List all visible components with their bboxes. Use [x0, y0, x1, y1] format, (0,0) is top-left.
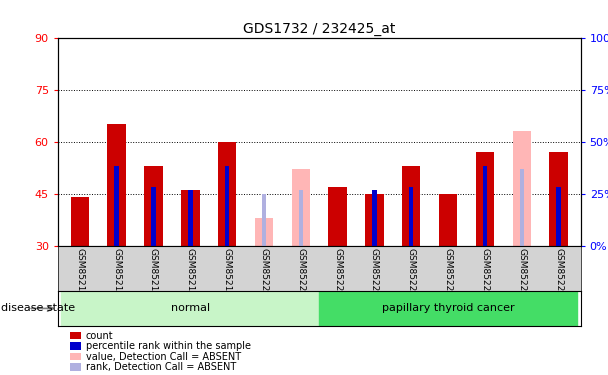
Text: GSM85218: GSM85218: [186, 248, 195, 297]
Bar: [188, 190, 193, 246]
Text: GSM85221: GSM85221: [296, 248, 305, 297]
Bar: [144, 166, 163, 246]
Text: GSM85226: GSM85226: [480, 248, 489, 297]
Bar: [483, 166, 487, 246]
Text: GSM85224: GSM85224: [407, 248, 416, 297]
Text: count: count: [86, 331, 113, 340]
Text: value, Detection Call = ABSENT: value, Detection Call = ABSENT: [86, 352, 241, 362]
Bar: [114, 166, 119, 246]
Text: GSM85227: GSM85227: [517, 248, 526, 297]
Bar: [513, 131, 531, 246]
Text: GSM85216: GSM85216: [112, 248, 121, 297]
Bar: [151, 187, 156, 246]
Bar: [409, 187, 413, 246]
Bar: [550, 152, 568, 246]
Text: GSM85217: GSM85217: [149, 248, 158, 297]
Bar: [519, 170, 524, 246]
Text: rank, Detection Call = ABSENT: rank, Detection Call = ABSENT: [86, 362, 236, 372]
Bar: [218, 142, 237, 246]
Text: percentile rank within the sample: percentile rank within the sample: [86, 341, 250, 351]
Text: GSM85220: GSM85220: [260, 248, 269, 297]
Bar: [475, 152, 494, 246]
Bar: [372, 190, 376, 246]
Bar: [299, 190, 303, 246]
Text: GSM85222: GSM85222: [333, 248, 342, 297]
Bar: [262, 194, 266, 246]
Bar: [365, 194, 384, 246]
Bar: [181, 190, 199, 246]
Title: GDS1732 / 232425_at: GDS1732 / 232425_at: [243, 22, 395, 36]
Bar: [402, 166, 421, 246]
Text: GSM85215: GSM85215: [75, 248, 85, 297]
Bar: [108, 124, 126, 246]
Bar: [225, 166, 229, 246]
Text: disease state: disease state: [1, 303, 75, 313]
Bar: [71, 197, 89, 246]
Bar: [255, 218, 273, 246]
Text: GSM85225: GSM85225: [444, 248, 452, 297]
Text: normal: normal: [171, 303, 210, 313]
Text: GSM85219: GSM85219: [223, 248, 232, 297]
Bar: [556, 187, 561, 246]
Bar: [439, 194, 457, 246]
Text: papillary thyroid cancer: papillary thyroid cancer: [382, 303, 514, 313]
Text: GSM85228: GSM85228: [554, 248, 563, 297]
Text: GSM85223: GSM85223: [370, 248, 379, 297]
Bar: [292, 170, 310, 246]
Bar: [328, 187, 347, 246]
